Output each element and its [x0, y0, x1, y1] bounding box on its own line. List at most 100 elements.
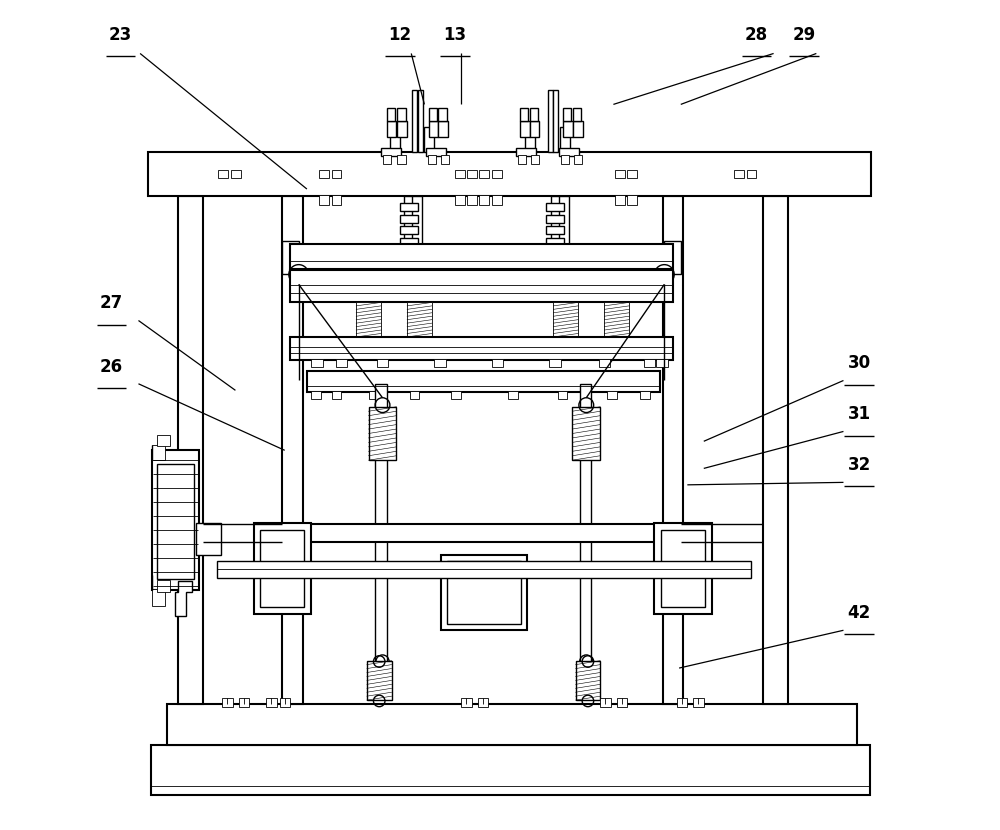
Bar [558, 391, 567, 398]
Bar [600, 699, 611, 706]
Bar [400, 214, 418, 222]
Bar [148, 152, 871, 197]
Bar [661, 530, 705, 608]
Bar [254, 524, 311, 614]
Bar [410, 391, 419, 398]
Bar [429, 121, 438, 137]
Bar [467, 195, 477, 205]
Bar [397, 108, 406, 121]
Bar [332, 391, 341, 398]
Text: 28: 28 [745, 26, 768, 44]
Bar [336, 359, 347, 368]
Bar [479, 170, 489, 178]
Bar [553, 302, 578, 337]
Text: 12: 12 [388, 26, 411, 44]
Bar [367, 661, 392, 701]
Bar [434, 359, 446, 368]
Bar [196, 524, 221, 554]
Bar [369, 391, 378, 398]
Bar [412, 197, 422, 251]
Bar [747, 170, 756, 178]
Bar [492, 359, 503, 368]
Bar [157, 464, 194, 579]
Bar [572, 407, 600, 460]
Bar [400, 226, 418, 234]
Bar [311, 391, 321, 398]
Bar [377, 359, 388, 368]
Bar [178, 197, 203, 704]
Bar [508, 391, 518, 398]
Bar [734, 170, 744, 178]
Text: 23: 23 [109, 26, 132, 44]
Bar [560, 128, 570, 152]
Bar [319, 170, 329, 178]
Bar [663, 197, 683, 704]
Bar [553, 90, 558, 152]
Bar [492, 195, 502, 205]
Bar [654, 524, 712, 614]
Text: 42: 42 [847, 604, 871, 622]
Bar [492, 170, 502, 178]
Bar [218, 170, 228, 178]
Bar [644, 359, 655, 368]
Bar [574, 154, 582, 164]
Bar [461, 699, 472, 706]
Bar [467, 170, 477, 178]
Bar [615, 195, 625, 205]
Text: 32: 32 [847, 457, 871, 474]
Bar [573, 108, 581, 121]
Bar [479, 195, 489, 205]
Bar [381, 148, 401, 156]
Bar [438, 108, 447, 121]
Bar [455, 170, 465, 178]
Text: 30: 30 [848, 354, 871, 373]
Bar [400, 203, 418, 211]
Bar [677, 699, 687, 706]
Bar [167, 704, 857, 745]
Bar [266, 699, 277, 706]
Bar [152, 589, 165, 606]
Bar [546, 237, 564, 246]
Bar [390, 128, 400, 152]
Bar [563, 108, 571, 121]
Bar [580, 383, 591, 662]
Bar [563, 121, 573, 137]
Bar [332, 170, 341, 178]
Bar [311, 359, 323, 368]
Bar [404, 197, 414, 251]
Bar [412, 90, 417, 152]
Bar [664, 241, 681, 274]
Bar [290, 271, 673, 301]
Bar [387, 121, 396, 137]
Bar [627, 170, 637, 178]
Bar [356, 302, 381, 337]
Bar [428, 154, 436, 164]
Bar [455, 195, 465, 205]
Bar [615, 170, 625, 178]
Bar [383, 154, 391, 164]
Bar [441, 554, 527, 630]
Bar [520, 121, 530, 137]
Bar [397, 154, 406, 164]
Bar [546, 214, 564, 222]
Bar [478, 699, 488, 706]
Bar [375, 383, 387, 662]
Bar [561, 154, 569, 164]
Bar [369, 407, 396, 460]
Bar [369, 407, 396, 460]
Bar [451, 391, 461, 398]
Bar [518, 154, 526, 164]
Bar [387, 108, 395, 121]
Bar [157, 580, 170, 592]
Bar [548, 90, 553, 152]
Bar [640, 391, 650, 398]
Bar [332, 195, 341, 205]
Text: 27: 27 [100, 295, 123, 312]
Bar [239, 699, 249, 706]
Bar [367, 661, 392, 701]
Bar [576, 661, 600, 701]
Bar [231, 170, 241, 178]
Bar [599, 359, 610, 368]
Bar [418, 90, 423, 152]
Bar [576, 661, 600, 701]
